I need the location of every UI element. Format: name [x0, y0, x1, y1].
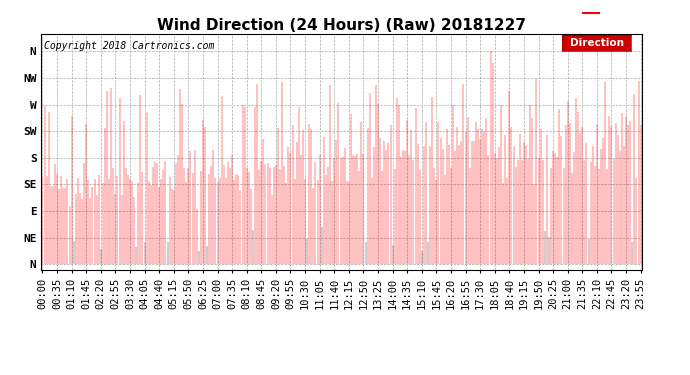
Text: Copyright 2018 Cartronics.com: Copyright 2018 Cartronics.com [44, 41, 215, 51]
Title: Wind Direction (24 Hours) (Raw) 20181227: Wind Direction (24 Hours) (Raw) 20181227 [157, 18, 526, 33]
